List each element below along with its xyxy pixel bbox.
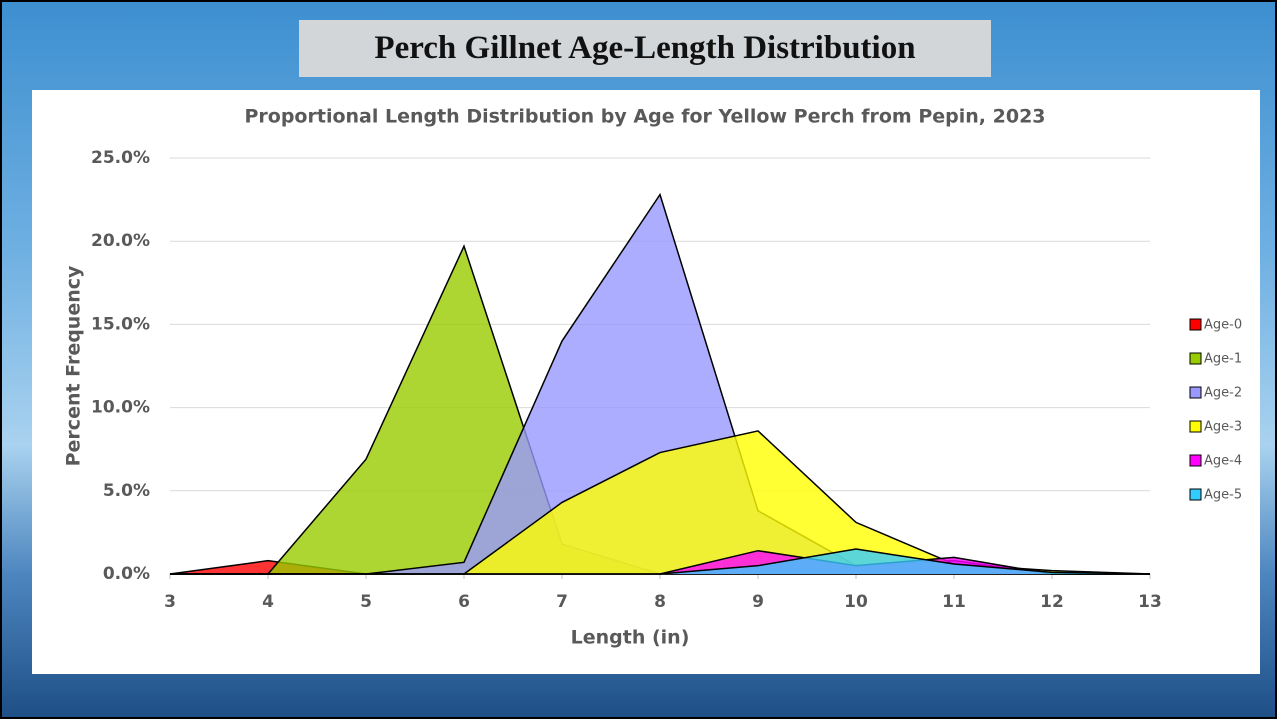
x-tick-label: 5 (360, 592, 372, 612)
y-tick-label: 5.0% (103, 481, 150, 501)
legend-swatch (1189, 488, 1202, 501)
x-tick-label: 6 (458, 592, 470, 612)
legend-swatch (1189, 420, 1202, 433)
area (170, 246, 1150, 574)
y-tick-label: 25.0% (91, 148, 150, 168)
y-tick-label: 10.0% (91, 398, 150, 418)
y-tick-label: 15.0% (91, 314, 150, 334)
area (170, 194, 1150, 574)
x-tick-label: 9 (752, 592, 764, 612)
area (170, 430, 1150, 574)
y-axis-label: Percent Frequency (63, 265, 85, 466)
x-tick-label: 12 (1040, 592, 1064, 612)
chart-panel: Proportional Length Distribution by Age … (32, 90, 1260, 674)
x-tick-label: 4 (262, 592, 274, 612)
legend-swatch (1189, 318, 1202, 331)
chart: Proportional Length Distribution by Age … (63, 106, 1243, 649)
legend-swatch (1189, 386, 1202, 399)
legend-label: Age-2 (1204, 386, 1242, 401)
legend-swatch (1189, 352, 1202, 365)
x-tick-label: 7 (556, 592, 568, 612)
x-tick-label: 11 (942, 592, 966, 612)
legend-swatch (1189, 454, 1202, 467)
x-axis-label: Length (in) (571, 627, 690, 649)
area (170, 560, 1150, 574)
legend-label: Age-1 (1204, 352, 1242, 367)
y-tick-label: 20.0% (91, 231, 150, 251)
legend-label: Age-0 (1204, 318, 1242, 333)
y-tick-label: 0.0% (103, 564, 150, 584)
area-outline (170, 548, 1151, 575)
x-tick-label: 3 (164, 592, 176, 612)
x-tick-label: 10 (844, 592, 868, 612)
legend-label: Age-5 (1204, 488, 1242, 503)
x-tick-label: 13 (1138, 592, 1162, 612)
x-tick-label: 8 (654, 592, 666, 612)
chart-title: Proportional Length Distribution by Age … (244, 106, 1045, 128)
legend-label: Age-3 (1204, 420, 1242, 435)
area (170, 549, 1150, 574)
legend-label: Age-4 (1204, 454, 1242, 469)
slide-title: Perch Gillnet Age-Length Distribution (299, 20, 991, 77)
